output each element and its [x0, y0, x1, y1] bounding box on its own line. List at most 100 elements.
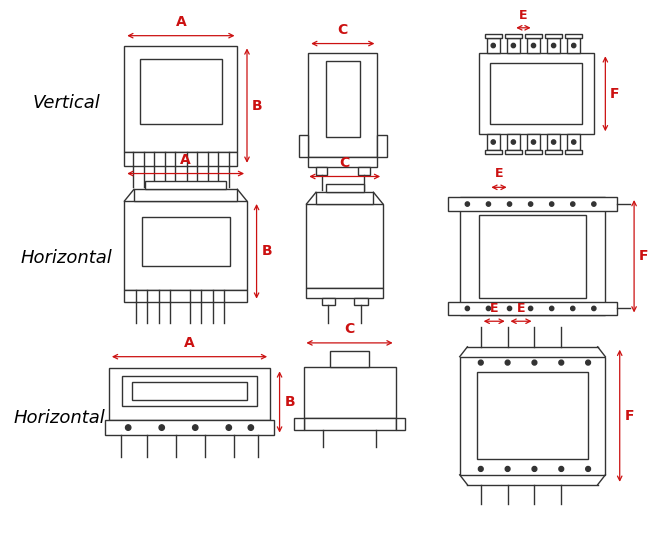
Text: E: E	[495, 168, 503, 181]
Text: B: B	[252, 98, 262, 113]
Circle shape	[532, 360, 537, 365]
Circle shape	[572, 140, 576, 144]
Circle shape	[486, 306, 490, 311]
Circle shape	[486, 202, 490, 206]
Circle shape	[531, 140, 535, 144]
Bar	[479, 215, 586, 298]
Circle shape	[552, 140, 556, 144]
Circle shape	[507, 306, 512, 311]
Bar	[448, 301, 617, 316]
Circle shape	[585, 466, 591, 472]
Circle shape	[479, 360, 483, 365]
Text: A: A	[184, 336, 195, 350]
Bar	[304, 418, 396, 430]
Circle shape	[550, 202, 554, 206]
Circle shape	[511, 44, 516, 48]
Bar	[479, 53, 594, 134]
Circle shape	[505, 360, 510, 365]
Circle shape	[511, 140, 516, 144]
Bar	[308, 157, 378, 166]
Bar	[565, 34, 582, 38]
Bar	[477, 373, 588, 459]
Bar	[123, 376, 257, 406]
Bar	[527, 38, 541, 53]
Bar	[294, 418, 304, 430]
Bar	[486, 134, 500, 150]
Bar	[125, 46, 237, 152]
Bar	[134, 189, 237, 201]
Bar	[321, 298, 335, 306]
Text: E: E	[490, 302, 498, 316]
Bar	[507, 38, 520, 53]
Text: Horizontal: Horizontal	[21, 249, 113, 267]
Bar	[325, 61, 360, 137]
Text: E: E	[517, 302, 526, 316]
Circle shape	[479, 466, 483, 472]
Bar	[125, 201, 247, 290]
Circle shape	[570, 306, 575, 311]
Bar	[141, 217, 230, 266]
Circle shape	[592, 202, 596, 206]
Bar	[306, 288, 383, 298]
Bar	[460, 197, 605, 316]
Bar	[145, 181, 226, 189]
Circle shape	[491, 44, 496, 48]
Bar	[567, 134, 580, 150]
Bar	[565, 150, 582, 154]
Bar	[486, 38, 500, 53]
Bar	[358, 166, 370, 175]
Bar	[484, 34, 502, 38]
Bar	[132, 382, 247, 400]
Text: A: A	[175, 15, 186, 29]
Circle shape	[226, 425, 231, 430]
Circle shape	[192, 425, 198, 430]
Text: C: C	[340, 156, 350, 170]
Bar	[507, 134, 520, 150]
Circle shape	[559, 360, 564, 365]
Circle shape	[532, 466, 537, 472]
Bar	[525, 34, 542, 38]
Bar	[125, 152, 237, 166]
Circle shape	[531, 44, 535, 48]
Text: A: A	[181, 153, 191, 166]
Circle shape	[466, 306, 469, 311]
Bar	[354, 298, 368, 306]
Bar	[545, 150, 562, 154]
Bar	[505, 34, 522, 38]
Circle shape	[592, 306, 596, 311]
Text: F: F	[610, 87, 619, 101]
Bar	[325, 184, 364, 192]
Text: Horizontal: Horizontal	[13, 409, 105, 426]
Bar	[304, 367, 396, 418]
Circle shape	[491, 140, 496, 144]
Circle shape	[248, 425, 254, 430]
Bar	[525, 150, 542, 154]
Bar	[460, 357, 605, 475]
Bar	[527, 134, 541, 150]
Circle shape	[572, 44, 576, 48]
Circle shape	[570, 202, 575, 206]
Bar	[545, 34, 562, 38]
Circle shape	[507, 202, 512, 206]
Bar	[105, 420, 274, 435]
Bar	[109, 368, 270, 420]
Text: Vertical: Vertical	[33, 94, 101, 112]
Bar	[331, 351, 368, 367]
Circle shape	[529, 202, 533, 206]
Bar	[378, 135, 387, 157]
Bar	[484, 150, 502, 154]
Text: F: F	[625, 409, 634, 423]
Circle shape	[585, 360, 591, 365]
Text: C: C	[344, 322, 355, 336]
Text: E: E	[519, 9, 527, 22]
Circle shape	[529, 306, 533, 311]
Bar	[140, 59, 222, 124]
Bar	[306, 204, 383, 288]
Circle shape	[125, 425, 131, 430]
Circle shape	[159, 425, 164, 430]
Bar	[547, 38, 560, 53]
Bar	[299, 135, 308, 157]
Circle shape	[559, 466, 564, 472]
Bar	[547, 134, 560, 150]
Bar	[316, 192, 374, 204]
